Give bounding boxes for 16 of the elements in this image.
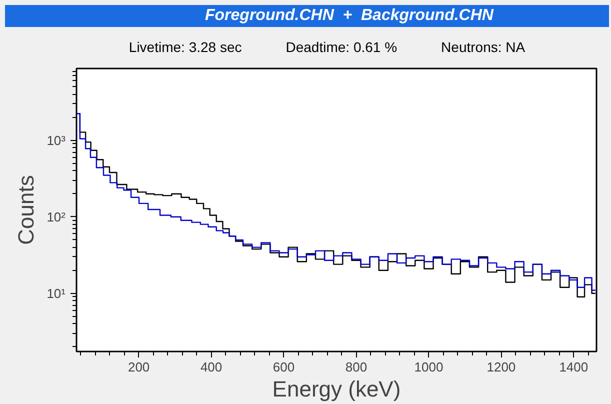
y-axis-title: Counts bbox=[14, 175, 39, 245]
x-axis-title: Energy (keV) bbox=[272, 376, 401, 402]
x-tick-label: 400 bbox=[200, 360, 222, 374]
text: Deadtime: 0.61 % bbox=[286, 39, 398, 55]
y-tick-label: 10¹ bbox=[46, 286, 66, 301]
y-tick-label: 10² bbox=[46, 209, 66, 224]
y-tick-label: 10³ bbox=[46, 132, 66, 148]
x-tick-label: 1200 bbox=[486, 360, 516, 374]
text: Neutrons: NA bbox=[441, 39, 526, 55]
x-tick-label: 600 bbox=[272, 360, 295, 374]
x-tick-label: 1400 bbox=[559, 360, 588, 374]
x-tick-label: 200 bbox=[128, 360, 150, 374]
chart-title: Foreground.CHN + Background.CHN bbox=[5, 5, 609, 27]
x-tick-label: 1000 bbox=[414, 360, 444, 374]
x-tick-label: 800 bbox=[345, 360, 368, 374]
text: Livetime: 3.28 sec bbox=[128, 39, 242, 55]
